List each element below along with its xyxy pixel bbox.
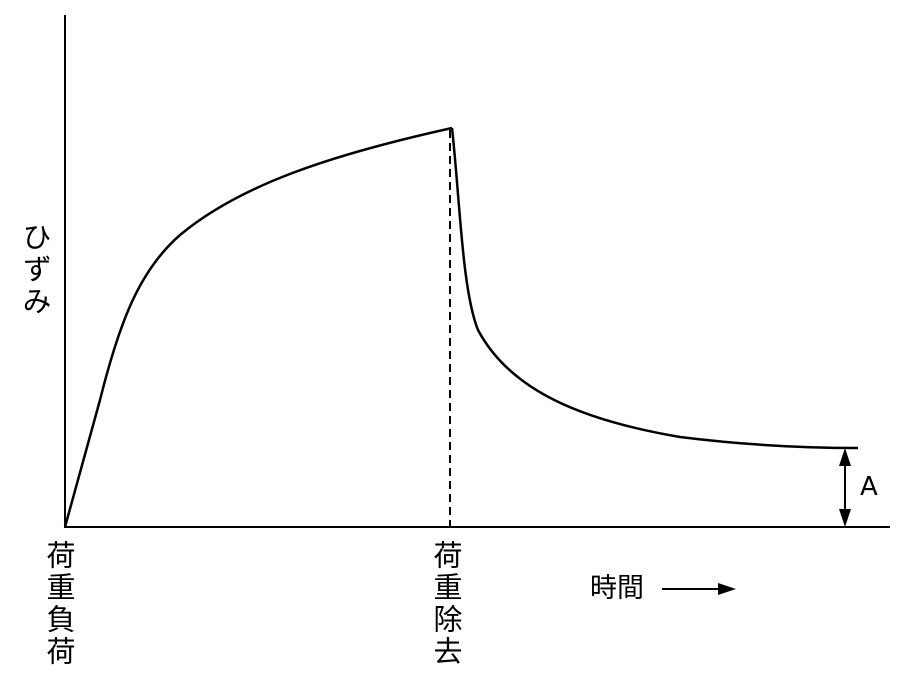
x-axis-label: 時間 [590, 573, 644, 604]
arrow-head [839, 448, 851, 466]
y-axis-label: ひずみ [18, 222, 52, 318]
loading-curve [63, 126, 453, 528]
arrow-head [839, 509, 851, 527]
recovery-curve [450, 127, 859, 450]
arrow-head [718, 583, 736, 595]
event-label: 荷重負荷 [42, 540, 76, 668]
event-label: 荷重除去 [429, 540, 463, 668]
annotation: A [860, 472, 878, 502]
